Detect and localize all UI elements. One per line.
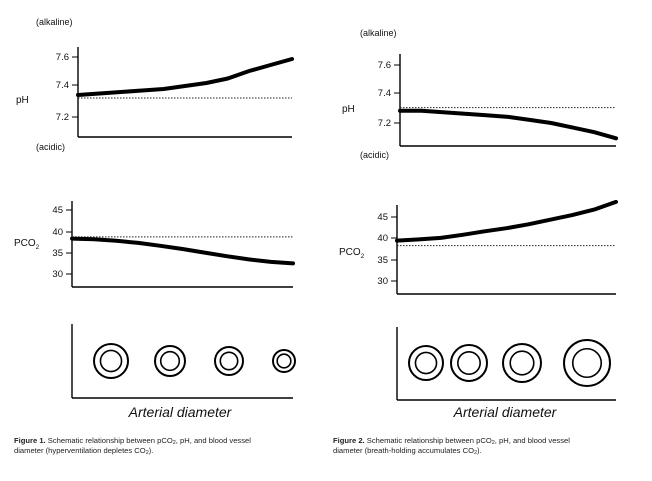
chart-fig2-pco2-tick-label: 45	[377, 212, 388, 223]
chart-fig1-diameter-vessel-outer-2	[154, 345, 186, 377]
chart-fig2-pco2-tick-label: 40	[377, 233, 388, 244]
chart-fig2-diameter-vessel-outer-2	[450, 344, 488, 382]
chart-fig2-diameter-vessel-inner-3	[509, 350, 535, 376]
chart-fig2-pco2-tick-label: 35	[377, 255, 388, 266]
chart-fig2-ph-ylabel: pH	[342, 104, 355, 115]
chart-fig1-pco2-tick-label: 30	[52, 269, 63, 280]
chart-fig2-ph-top-label: (alkaline)	[360, 28, 397, 38]
chart-fig2-diameter-vessel-outer-4	[563, 339, 611, 387]
chart-fig1-ph-top-label: (alkaline)	[36, 17, 73, 27]
chart-fig2-ph-bottom-label: (acidic)	[360, 150, 389, 160]
chart-fig2-diameter-vessel-inner-4	[571, 347, 603, 379]
chart-fig1-pco2-tick-label: 40	[52, 227, 63, 238]
chart-fig2-ph-tick-label: 7.2	[378, 118, 391, 129]
chart-fig1-ph-tick-label: 7.6	[56, 52, 69, 63]
chart-fig1-pco2-tick-label: 45	[52, 205, 63, 216]
figure-2-caption: Figure 2. Schematic relationship between…	[333, 436, 570, 456]
chart-fig1-ph-series-line	[76, 57, 294, 97]
chart-fig2-pco2-series-line	[395, 199, 618, 243]
chart-fig2-diameter-vessel-outer-1	[408, 345, 444, 381]
figure-1-caption: Figure 1. Schematic relationship between…	[14, 436, 251, 456]
chart-fig1-diameter-vessel-outer-1	[93, 343, 129, 379]
figure-2-caption-text: Schematic relationship between pCO	[366, 436, 492, 445]
chart-fig2-diameter-vessel-inner-2	[457, 351, 481, 375]
chart-fig1-diameter-vessel-inner-1	[99, 349, 123, 373]
chart-fig1-diameter-vessel-outer-4	[272, 349, 296, 373]
chart-fig1-diameter-xlabel: Arterial diameter	[128, 404, 233, 420]
chart-fig1-ph-bottom-label: (acidic)	[36, 142, 65, 152]
figure-2-label: Figure 2.	[333, 436, 365, 445]
figure-1-label: Figure 1.	[14, 436, 46, 445]
chart-fig1-ph-tick-label: 7.4	[56, 80, 69, 91]
chart-fig2-ph-tick-label: 7.4	[378, 88, 391, 99]
chart-fig1-diameter-vessel-inner-3	[219, 351, 239, 371]
chart-fig2-ph-series-line	[398, 108, 618, 141]
chart-fig2-diameter-vessel-inner-1	[414, 351, 438, 375]
chart-fig1-diameter-vessel-outer-3	[214, 346, 244, 376]
chart-fig1-pco2-series-line	[70, 236, 295, 266]
chart-fig2-ph-tick-label: 7.6	[378, 60, 391, 71]
chart-fig1-pco2-ylabel: PCO2	[14, 238, 40, 251]
figure-1-caption-text: Schematic relationship between pCO	[47, 436, 173, 445]
chart-fig2-diameter-xlabel: Arterial diameter	[453, 404, 558, 420]
chart-fig2-diameter-vessel-outer-3	[502, 343, 542, 383]
chart-fig1-ph-tick-label: 7.2	[56, 112, 69, 123]
chart-fig2-pco2-tick-label: 30	[377, 276, 388, 287]
chart-fig1-ph-ylabel: pH	[16, 95, 29, 106]
chart-fig2-pco2-ylabel: PCO2	[339, 247, 365, 260]
chart-fig1-diameter-vessel-inner-2	[159, 350, 181, 372]
chart-fig1-pco2-tick-label: 35	[52, 248, 63, 259]
chart-fig1-diameter-vessel-inner-4	[276, 353, 292, 369]
